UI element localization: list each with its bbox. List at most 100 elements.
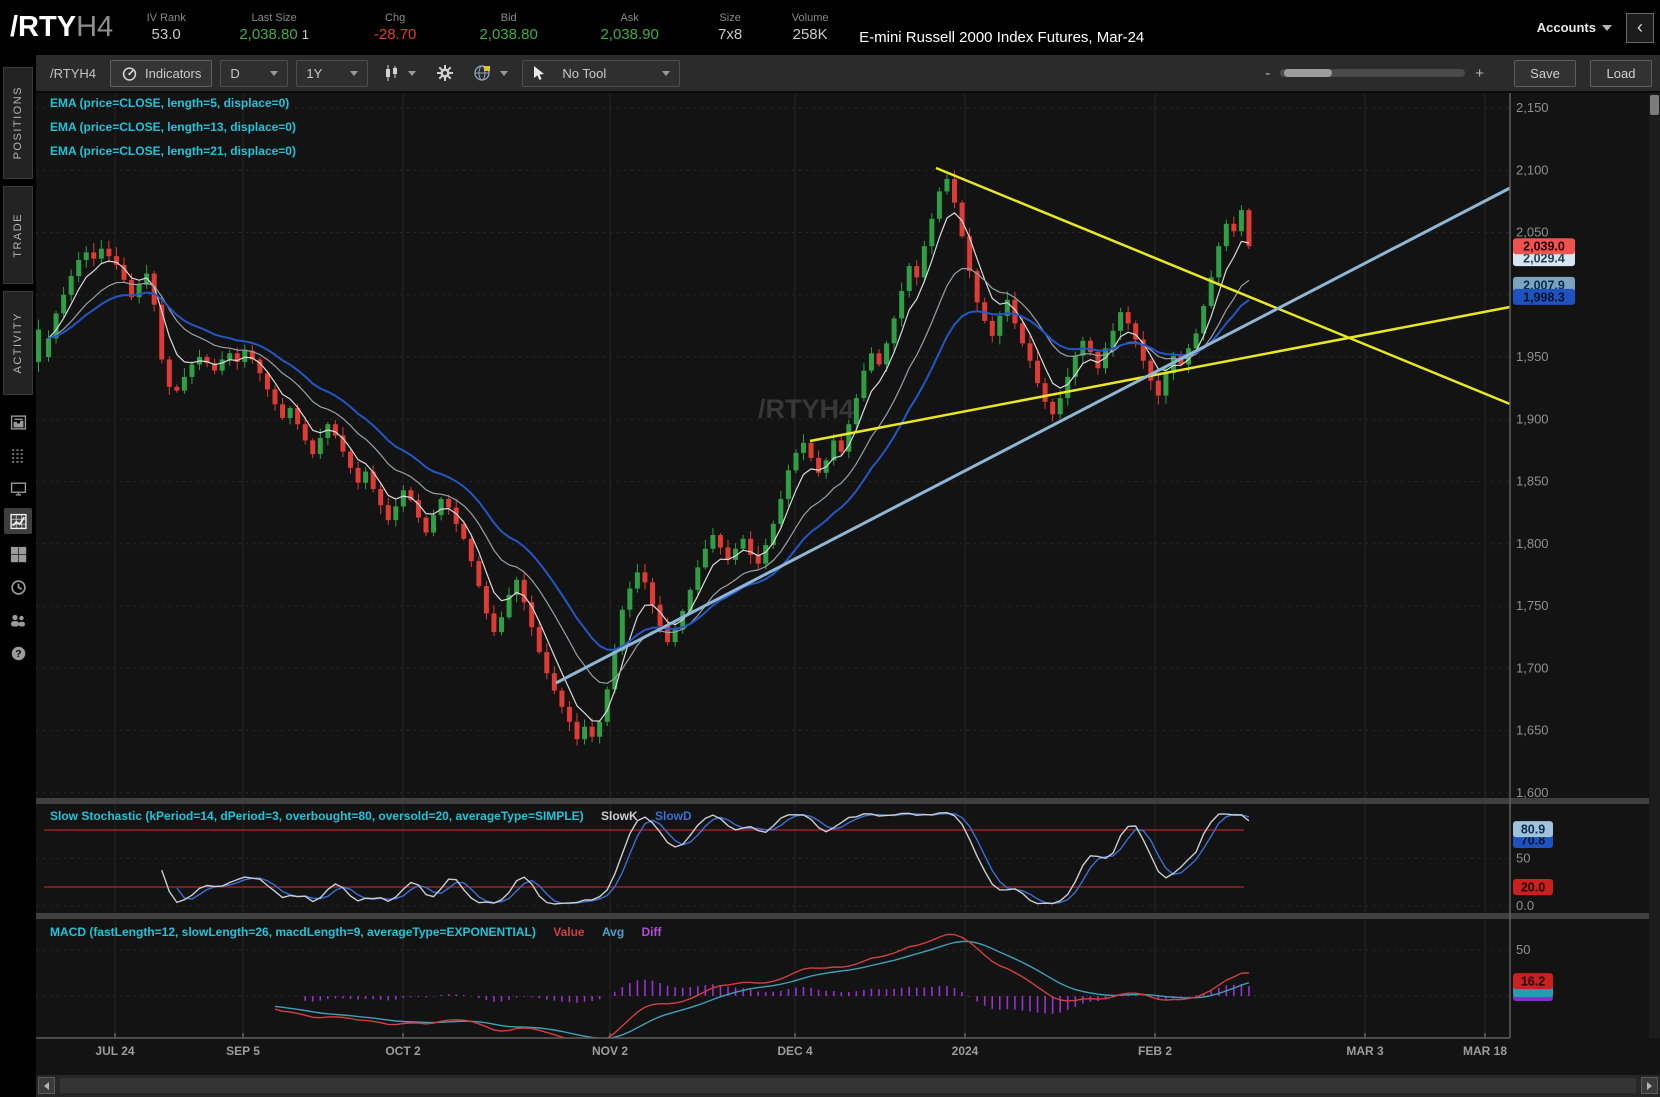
zoom-slider-thumb[interactable] <box>1284 69 1333 77</box>
time-tick-label: NOV 2 <box>592 1044 628 1058</box>
arrow-left-icon <box>44 1081 49 1090</box>
tab-activity[interactable]: ACTIVITY <box>3 291 33 395</box>
scroll-right-button[interactable] <box>1641 1077 1658 1094</box>
axis-bubble-label: 16.2 <box>1521 975 1545 989</box>
trendline-descending-resistance <box>935 166 1511 406</box>
axis-bubble <box>1513 821 1553 838</box>
stoch-tick-label: 0.0 <box>1516 898 1534 913</box>
chart-area: 2,1502,1002,0502,0001,9501,9001,8501,800… <box>36 93 1660 1075</box>
axis-bubble-label: 80.9 <box>1521 823 1545 837</box>
price-tick-label: 1,750 <box>1516 598 1549 613</box>
price-tick-label: 1,800 <box>1516 536 1549 551</box>
ema-line <box>48 212 1250 722</box>
chevron-down-icon <box>350 70 359 76</box>
drawing-tool-dropdown[interactable]: No Tool <box>522 59 681 87</box>
cursor-icon <box>534 66 545 80</box>
gear-icon <box>437 65 454 81</box>
arrow-right-icon <box>1647 1081 1652 1090</box>
dashboard-grid-icon[interactable] <box>4 541 32 567</box>
range-dropdown[interactable]: 1Y <box>296 59 369 87</box>
indicators-button[interactable]: Indicators <box>110 59 213 87</box>
macd-line <box>274 933 1249 1038</box>
zoom-slider[interactable] <box>1280 69 1466 77</box>
symbol-title: /RTYH4 <box>10 11 114 43</box>
chart-symbol-label: /RTYH4 <box>50 65 96 81</box>
price-tick-label: 2,100 <box>1516 162 1549 177</box>
price-tick-label: 1,900 <box>1516 411 1549 426</box>
price-tick-label: 2,050 <box>1516 225 1549 240</box>
macd-tick-label: 50 <box>1516 942 1530 957</box>
grid-layout-dropdown[interactable] <box>468 60 514 87</box>
horizontal-scrollbar-thumb[interactable] <box>60 1078 1636 1093</box>
stat-last-size: Last Size 2,038.80 1 <box>239 12 309 43</box>
history-clock-icon[interactable] <box>4 574 32 600</box>
price-chart[interactable]: 2,1502,1002,0502,0001,9501,9001,8501,800… <box>36 93 1660 1075</box>
axis-bubble <box>1513 288 1575 305</box>
zoom-out-button[interactable]: - <box>1265 64 1271 82</box>
save-button[interactable]: Save <box>1514 59 1576 87</box>
zoom-in-button[interactable]: + <box>1475 64 1484 82</box>
charts-icon[interactable] <box>4 508 32 534</box>
axis-bubble <box>1513 879 1553 895</box>
chart-watermark: /RTYH4 <box>758 394 854 424</box>
axis-bubble-label: 2,039.0 <box>1523 240 1565 254</box>
ema-line <box>48 291 1250 651</box>
chart-toolbar: /RTYH4 Indicators D 1Y <box>36 55 1660 93</box>
macd-plot <box>274 933 1250 1038</box>
chart-settings-button[interactable] <box>430 60 460 87</box>
price-tick-label: 1,700 <box>1516 660 1549 675</box>
monitor-icon[interactable] <box>4 475 32 501</box>
trendline-ascending-yellow <box>809 305 1511 443</box>
left-sidebar: POSITIONS TRADE ACTIVITY <box>0 55 36 1097</box>
collapse-panel-button[interactable]: ‹ <box>1626 12 1654 43</box>
ema-line <box>48 267 1250 684</box>
vertical-scrollbar-thumb[interactable] <box>1650 95 1659 115</box>
axis-bubble <box>1513 973 1553 990</box>
axis-bubble-label: 20.0 <box>1521 881 1545 895</box>
watchlist-icon[interactable] <box>4 442 32 468</box>
stochastic-plot <box>161 812 1250 905</box>
timeframe-dropdown[interactable]: D <box>220 59 289 87</box>
chevron-down-icon <box>270 70 279 76</box>
chevron-down-icon <box>500 70 509 76</box>
stat-iv-rank: IV Rank 53.0 <box>146 12 186 43</box>
price-tick-label: 1,950 <box>1516 349 1549 364</box>
tab-positions[interactable]: POSITIONS <box>3 67 33 179</box>
candlestick-icon <box>386 65 398 81</box>
stat-size: Size 7x8 <box>718 12 743 43</box>
stat-ask: Ask 2,038.90 <box>600 12 659 43</box>
help-icon[interactable]: ? <box>4 640 32 666</box>
vertical-scrollbar[interactable] <box>1649 93 1660 1038</box>
time-tick-label: 2024 <box>952 1044 979 1058</box>
svg-text:?: ? <box>15 649 21 660</box>
panel-splitter <box>36 913 1660 919</box>
time-tick-label: SEP 5 <box>226 1044 260 1058</box>
stoch-line <box>176 812 1250 905</box>
news-icon[interactable] <box>4 409 32 435</box>
time-tick-label: MAR 3 <box>1346 1044 1384 1058</box>
horizontal-scrollbar[interactable] <box>36 1075 1660 1097</box>
price-tick-label: 1,600 <box>1516 785 1549 800</box>
time-tick-label: MAR 18 <box>1463 1044 1507 1058</box>
time-tick-label: DEC 4 <box>777 1044 813 1058</box>
stoch-line <box>161 812 1250 905</box>
tab-trade[interactable]: TRADE <box>3 186 33 284</box>
panel-splitter <box>36 798 1660 804</box>
chart-type-dropdown[interactable] <box>376 60 422 87</box>
trendline-long-support <box>555 186 1511 685</box>
chevron-down-icon <box>1602 24 1612 31</box>
scroll-left-button[interactable] <box>38 1077 55 1094</box>
axis-bubble-label: 1,998.3 <box>1523 290 1565 304</box>
load-button[interactable]: Load <box>1590 59 1652 87</box>
price-tick-label: 1,850 <box>1516 474 1549 489</box>
accounts-dropdown[interactable]: Accounts <box>1537 20 1612 35</box>
people-icon[interactable] <box>4 607 32 633</box>
stoch-tick-label: 50 <box>1516 851 1530 866</box>
price-tick-label: 2,150 <box>1516 100 1549 115</box>
zoom-control: - + <box>1265 65 1484 82</box>
title-bar: /RTYH4 IV Rank 53.0 Last Size 2,038.80 1 … <box>0 0 1660 55</box>
stat-volume: Volume 258K <box>791 12 829 43</box>
time-tick-label: FEB 2 <box>1138 1044 1172 1058</box>
stat-chg: Chg -28.70 <box>373 12 417 43</box>
